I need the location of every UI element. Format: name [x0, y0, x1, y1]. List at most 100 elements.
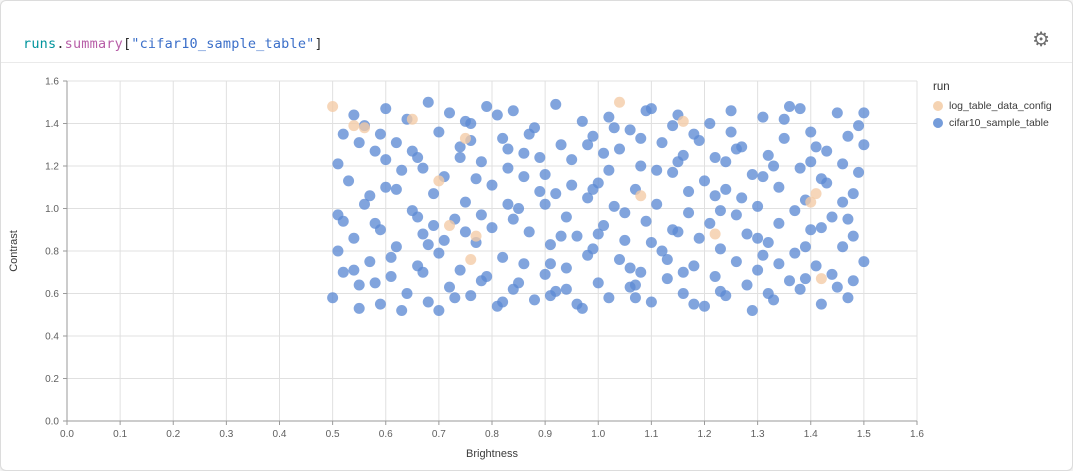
- data-point[interactable]: [343, 175, 355, 187]
- data-point[interactable]: [359, 198, 370, 210]
- data-point[interactable]: [757, 171, 769, 183]
- data-point[interactable]: [396, 164, 408, 176]
- data-point[interactable]: [619, 234, 631, 246]
- data-point[interactable]: [635, 132, 647, 144]
- data-point[interactable]: [380, 103, 392, 115]
- data-point[interactable]: [502, 198, 514, 210]
- data-point[interactable]: [837, 241, 849, 253]
- data-point[interactable]: [544, 239, 556, 251]
- data-point[interactable]: [656, 137, 668, 149]
- data-point[interactable]: [645, 237, 657, 248]
- data-point[interactable]: [677, 115, 689, 127]
- data-point[interactable]: [390, 241, 402, 253]
- data-point[interactable]: [645, 296, 657, 308]
- data-point[interactable]: [730, 256, 742, 268]
- data-point[interactable]: [629, 292, 641, 304]
- data-point[interactable]: [762, 149, 774, 161]
- data-point[interactable]: [614, 254, 625, 265]
- data-point[interactable]: [672, 156, 684, 168]
- data-point[interactable]: [651, 164, 663, 176]
- data-point[interactable]: [598, 147, 610, 159]
- data-point[interactable]: [481, 101, 493, 112]
- data-point[interactable]: [523, 226, 535, 238]
- data-point[interactable]: [385, 251, 397, 263]
- data-point[interactable]: [433, 175, 445, 187]
- data-point[interactable]: [507, 213, 519, 225]
- data-point[interactable]: [831, 107, 843, 119]
- data-point[interactable]: [582, 139, 594, 151]
- data-point[interactable]: [837, 196, 849, 208]
- data-point[interactable]: [406, 113, 418, 125]
- data-point[interactable]: [369, 145, 381, 157]
- data-point[interactable]: [847, 230, 859, 242]
- data-point[interactable]: [656, 245, 668, 257]
- data-point[interactable]: [778, 132, 790, 144]
- data-point[interactable]: [422, 96, 434, 108]
- data-point[interactable]: [805, 126, 817, 138]
- data-point[interactable]: [598, 220, 610, 231]
- data-point[interactable]: [789, 247, 801, 259]
- data-point[interactable]: [794, 283, 806, 295]
- data-point[interactable]: [571, 230, 583, 242]
- data-point[interactable]: [459, 115, 471, 127]
- data-point[interactable]: [428, 220, 440, 231]
- data-point[interactable]: [486, 179, 498, 191]
- data-point[interactable]: [518, 258, 530, 270]
- data-point[interactable]: [459, 196, 471, 208]
- data-point[interactable]: [603, 164, 615, 176]
- data-point[interactable]: [327, 292, 339, 304]
- data-point[interactable]: [359, 122, 370, 134]
- data-point[interactable]: [327, 101, 339, 112]
- data-point[interactable]: [746, 169, 758, 180]
- data-point[interactable]: [614, 96, 625, 108]
- data-point[interactable]: [364, 256, 376, 268]
- data-point[interactable]: [810, 260, 822, 272]
- data-point[interactable]: [714, 205, 726, 217]
- data-point[interactable]: [688, 260, 700, 272]
- data-point[interactable]: [757, 249, 769, 261]
- data-point[interactable]: [794, 103, 806, 115]
- data-point[interactable]: [332, 158, 344, 170]
- data-point[interactable]: [858, 256, 870, 268]
- data-point[interactable]: [778, 113, 790, 125]
- data-point[interactable]: [693, 135, 705, 146]
- data-point[interactable]: [444, 281, 455, 293]
- data-point[interactable]: [773, 217, 785, 229]
- data-point[interactable]: [529, 294, 540, 306]
- data-point[interactable]: [815, 222, 827, 234]
- data-point[interactable]: [396, 305, 408, 316]
- data-point[interactable]: [364, 190, 376, 202]
- data-point[interactable]: [374, 224, 386, 236]
- data-point[interactable]: [566, 154, 578, 166]
- data-point[interactable]: [497, 132, 509, 144]
- data-point[interactable]: [746, 305, 758, 316]
- data-point[interactable]: [784, 275, 795, 287]
- data-point[interactable]: [550, 188, 562, 200]
- data-point[interactable]: [853, 120, 865, 132]
- data-point[interactable]: [805, 196, 817, 208]
- legend-item-cifar10-sample-table[interactable]: cifar10_sample_table: [933, 117, 1071, 129]
- data-point[interactable]: [699, 300, 710, 312]
- data-point[interactable]: [544, 290, 556, 302]
- data-point[interactable]: [635, 266, 647, 278]
- data-point[interactable]: [693, 232, 705, 244]
- data-point[interactable]: [603, 292, 615, 304]
- data-point[interactable]: [475, 156, 487, 168]
- legend-item-log-table-data-config[interactable]: log_table_data_config: [933, 100, 1071, 112]
- data-point[interactable]: [380, 181, 392, 193]
- data-point[interactable]: [433, 305, 445, 316]
- data-point[interactable]: [486, 222, 498, 234]
- data-point[interactable]: [560, 283, 572, 295]
- data-point[interactable]: [353, 137, 365, 149]
- data-point[interactable]: [784, 101, 795, 112]
- data-point[interactable]: [587, 130, 599, 142]
- data-point[interactable]: [853, 166, 865, 178]
- data-point[interactable]: [699, 175, 710, 187]
- data-point[interactable]: [539, 198, 551, 210]
- data-point[interactable]: [582, 192, 594, 204]
- data-point[interactable]: [417, 228, 429, 240]
- data-point[interactable]: [555, 230, 567, 242]
- data-point[interactable]: [390, 137, 402, 149]
- data-point[interactable]: [826, 211, 838, 223]
- data-point[interactable]: [683, 186, 695, 197]
